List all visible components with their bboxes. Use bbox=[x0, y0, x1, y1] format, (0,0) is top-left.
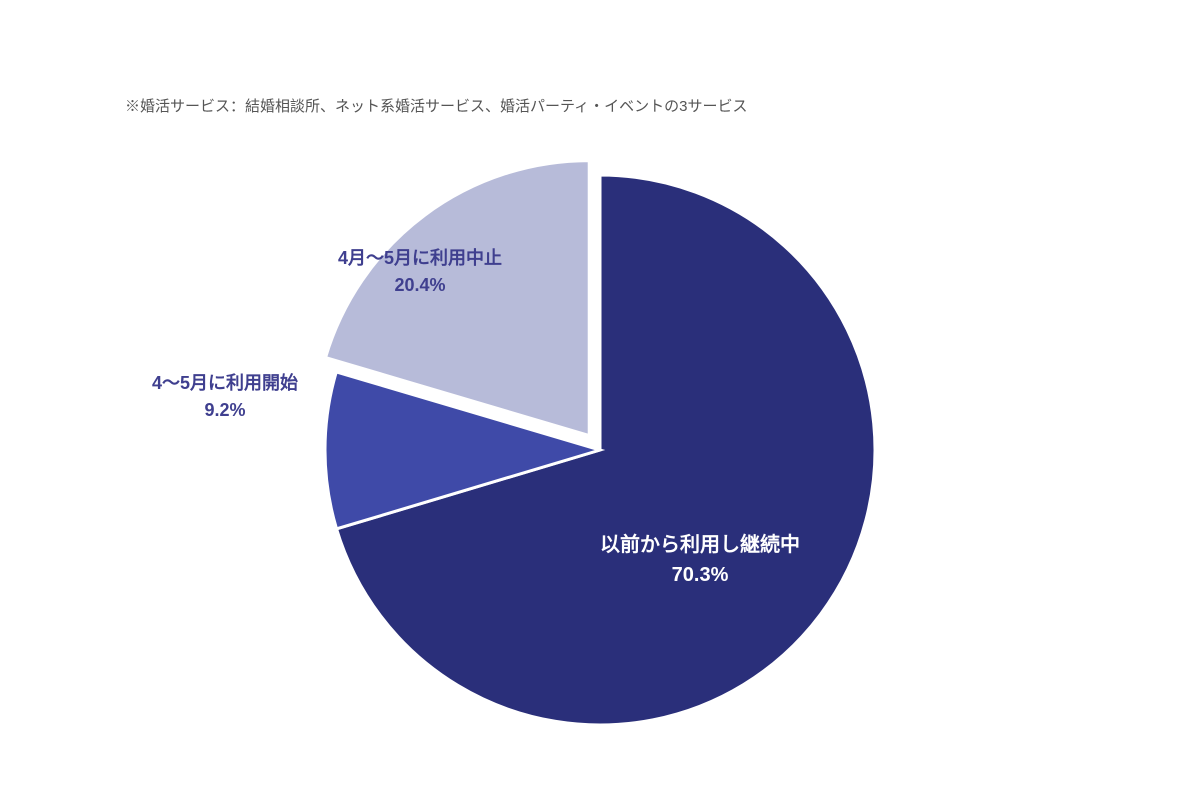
slice-label-pct: 70.3% bbox=[580, 560, 820, 590]
slice-label-started: 4～5月に利用開始9.2% bbox=[105, 370, 345, 424]
chart-note: ※婚活サービス：結婚相談所、ネット系婚活サービス、婚活パーティ・イベントの3サー… bbox=[125, 95, 747, 116]
pie-svg bbox=[0, 150, 1200, 750]
slice-label-pct: 20.4% bbox=[300, 272, 540, 299]
slice-label-name: 4月～5月に利用中止 bbox=[300, 245, 540, 272]
slice-label-stopped: 4月～5月に利用中止20.4% bbox=[300, 245, 540, 299]
slice-label-name: 4～5月に利用開始 bbox=[105, 370, 345, 397]
pie-chart: 以前から利用し継続中70.3% 4～5月に利用開始9.2% 4月～5月に利用中止20… bbox=[0, 150, 1200, 750]
slice-label-name: 以前から利用し継続中 bbox=[580, 530, 820, 560]
slice-label-continuing: 以前から利用し継続中70.3% bbox=[580, 530, 820, 590]
slice-label-pct: 9.2% bbox=[105, 397, 345, 424]
